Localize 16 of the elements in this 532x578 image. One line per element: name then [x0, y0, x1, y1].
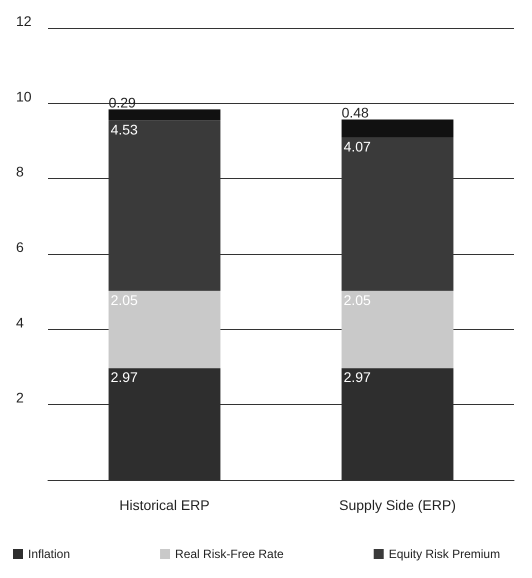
legend-label: Inflation — [28, 547, 70, 561]
legend-label: Real Risk-Free Rate — [175, 547, 284, 561]
y-tick-label: 8 — [16, 164, 24, 180]
y-tick-label: 12 — [16, 13, 32, 29]
data-label: 4.07 — [344, 138, 372, 155]
data-label: 4.53 — [110, 121, 138, 138]
data-label: 2.97 — [110, 369, 138, 386]
x-tick-label: Historical ERP — [119, 497, 210, 513]
y-tick-label: 10 — [16, 88, 32, 104]
y-tick-label: 6 — [16, 239, 24, 255]
x-tick-label: Supply Side (ERP) — [339, 497, 456, 513]
data-label: 0.48 — [342, 104, 370, 121]
y-tick-label: 4 — [16, 314, 24, 330]
y-tick-label: 2 — [16, 390, 24, 406]
legend-label: Equity Risk Premium — [388, 547, 500, 561]
data-label: 2.97 — [344, 369, 372, 386]
